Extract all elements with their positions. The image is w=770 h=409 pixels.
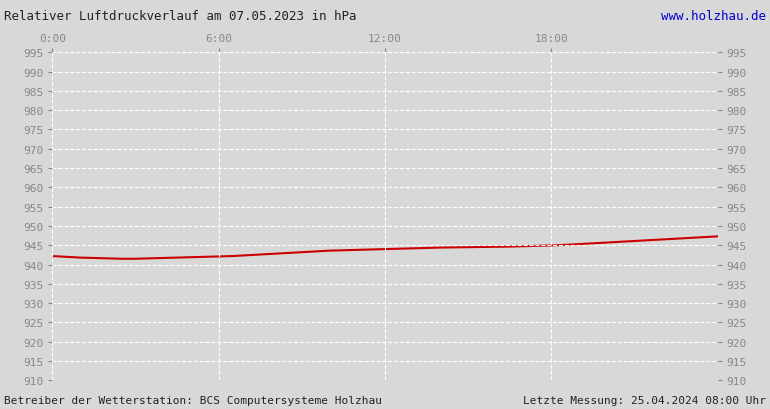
Text: Relativer Luftdruckverlauf am 07.05.2023 in hPa: Relativer Luftdruckverlauf am 07.05.2023… xyxy=(4,10,357,23)
Text: Letzte Messung: 25.04.2024 08:00 Uhr: Letzte Messung: 25.04.2024 08:00 Uhr xyxy=(523,395,766,405)
Text: Betreiber der Wetterstation: BCS Computersysteme Holzhau: Betreiber der Wetterstation: BCS Compute… xyxy=(4,395,382,405)
Text: www.holzhau.de: www.holzhau.de xyxy=(661,10,766,23)
